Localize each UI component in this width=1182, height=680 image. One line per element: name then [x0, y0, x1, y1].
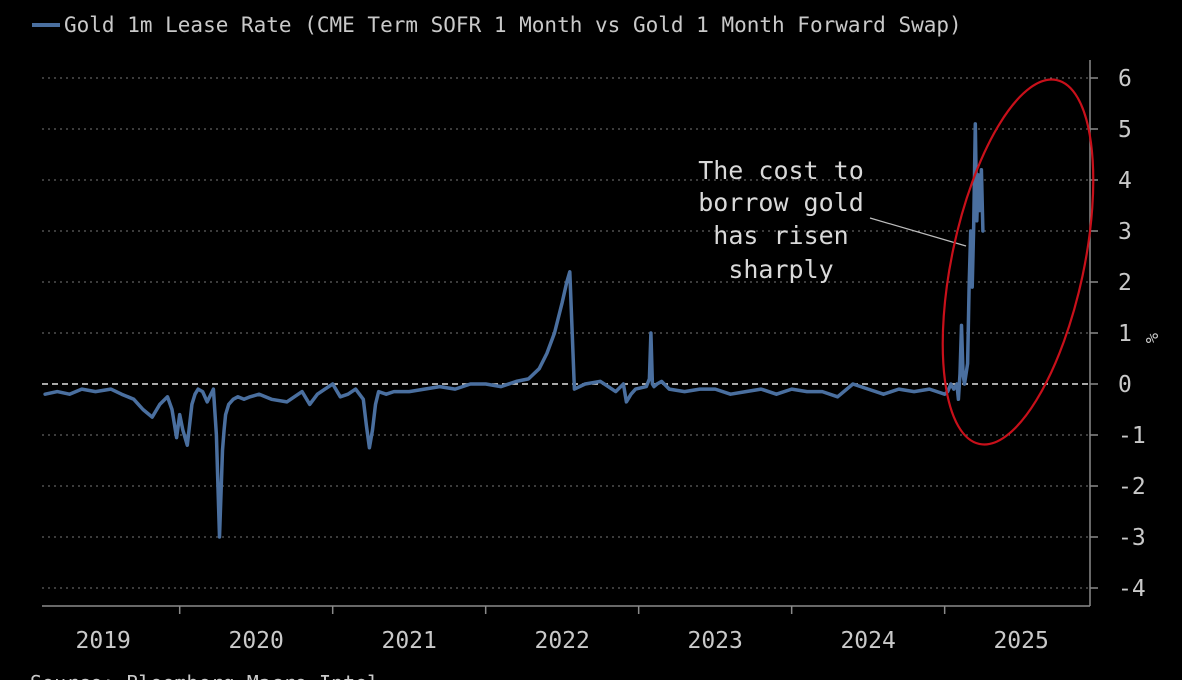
y-tick-label: 5 [1118, 117, 1132, 143]
y-tick-label: -4 [1118, 576, 1146, 602]
x-tick-label: 2024 [840, 628, 895, 654]
series-line [43, 122, 985, 539]
x-tick-label: 2021 [381, 628, 436, 654]
y-tick-label: 1 [1118, 321, 1132, 347]
x-axis-ticks: 2019 2020 2021 2022 2023 2024 2025 [76, 628, 1049, 654]
y-unit-label: % [1141, 333, 1161, 343]
x-tick-label: 2019 [76, 628, 131, 654]
y-tick-label: 0 [1118, 372, 1132, 398]
highlight-circle [941, 78, 1095, 446]
y-tick-label: -2 [1118, 474, 1146, 500]
annotation: The cost to borrow gold has risen sharpl… [698, 156, 967, 284]
annotation-line-4: sharply [728, 255, 833, 284]
gridlines [42, 77, 1090, 589]
x-tick-label: 2022 [534, 628, 589, 654]
y-tick-label: -3 [1118, 525, 1146, 551]
x-tick-label: 2025 [993, 628, 1048, 654]
legend: Gold 1m Lease Rate (CME Term SOFR 1 Mont… [32, 13, 962, 37]
source-note: Source: Bloomberg Macro Intel [30, 671, 379, 680]
annotation-line-1: The cost to [698, 156, 864, 185]
x-tick-label: 2020 [228, 628, 283, 654]
y-tick-label: 3 [1118, 219, 1132, 245]
annotation-pointer [869, 217, 967, 247]
legend-label: Gold 1m Lease Rate (CME Term SOFR 1 Mont… [64, 13, 962, 37]
annotation-line-3: has risen [713, 221, 848, 250]
y-tick-label: 2 [1118, 270, 1132, 296]
y-axis-ticks: 6 5 4 3 2 1 0 -1 -2 -3 -4 [1090, 66, 1146, 602]
y-tick-label: 6 [1118, 66, 1132, 92]
annotation-line-2: borrow gold [698, 188, 864, 217]
y-tick-label: 4 [1118, 168, 1132, 194]
y-tick-label: -1 [1118, 423, 1146, 449]
x-tick-label: 2023 [687, 628, 742, 654]
x-separators [178, 606, 946, 614]
